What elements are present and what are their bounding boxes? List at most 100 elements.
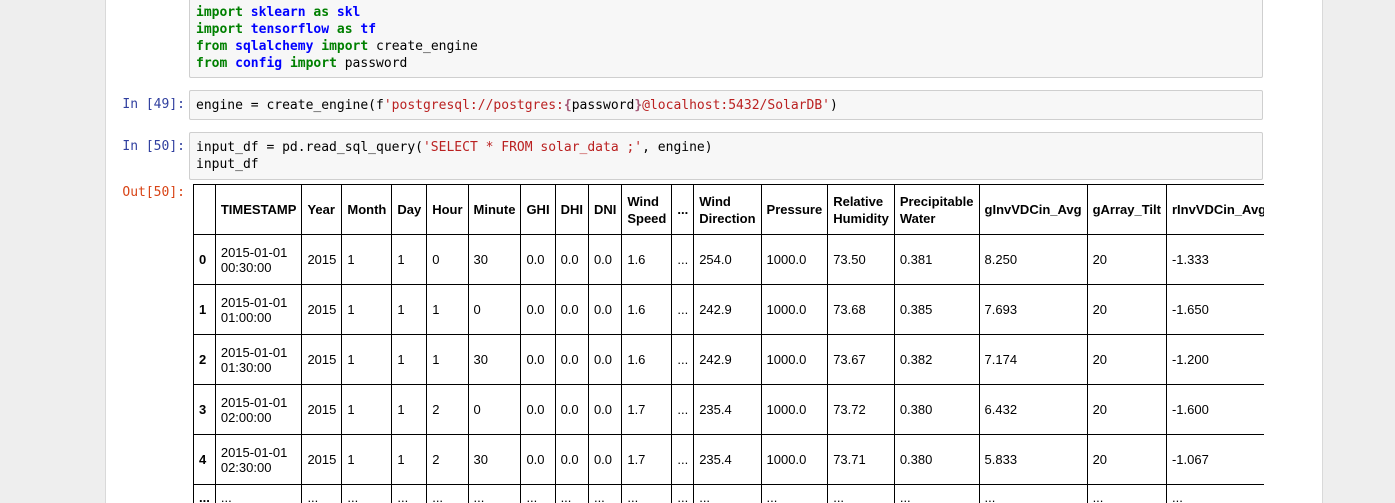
dataframe-table: TIMESTAMP Year Month Day Hour Minute GHI DHI DNI… bbox=[193, 184, 1264, 503]
table-cell: 1.6 bbox=[621, 334, 673, 385]
table-cell: 0 bbox=[467, 284, 522, 335]
table-cell: 1 bbox=[341, 234, 393, 285]
code-token bbox=[282, 56, 290, 71]
table-cell: 1 bbox=[391, 384, 428, 435]
code-token: config bbox=[235, 56, 283, 71]
table-cell: 30 bbox=[467, 334, 522, 385]
code-token: } bbox=[634, 98, 643, 113]
table-cell: 242.9 bbox=[693, 284, 762, 335]
column-header: Wind Direction bbox=[693, 184, 762, 235]
table-cell: 0.0 bbox=[520, 434, 556, 485]
code-token: engine = create_engine(f bbox=[196, 98, 384, 113]
table-cell: ... bbox=[426, 484, 469, 503]
code-token: input_df = pd.read_sql_query( bbox=[196, 140, 423, 155]
table-cell: 1000.0 bbox=[760, 234, 829, 285]
code-cell-50[interactable]: input_df = pd.read_sql_query('SELECT * F… bbox=[189, 132, 1263, 180]
table-cell: ... bbox=[671, 434, 695, 485]
table-cell: -1.067 bbox=[1165, 434, 1264, 485]
table-cell: 20 bbox=[1086, 234, 1167, 285]
table-cell: -1.333 bbox=[1165, 234, 1264, 285]
table-cell: 7.174 bbox=[978, 334, 1088, 385]
code-token: tf bbox=[360, 22, 377, 37]
table-cell: 1 bbox=[426, 284, 469, 335]
code-token: tensorflow bbox=[250, 22, 330, 37]
row-index: 2 bbox=[193, 334, 216, 385]
code-token: ) bbox=[829, 98, 838, 113]
table-cell: ... bbox=[621, 484, 673, 503]
table-cell: 2015-01-01 01:00:00 bbox=[214, 284, 303, 335]
table-cell: -1.600 bbox=[1165, 384, 1264, 435]
table-cell: -1.200 bbox=[1165, 334, 1264, 385]
row-index: 4 bbox=[193, 434, 216, 485]
table-cell: 1.6 bbox=[621, 284, 673, 335]
table-cell: 2015 bbox=[301, 334, 343, 385]
table-cell: ... bbox=[341, 484, 393, 503]
code-token: import bbox=[196, 5, 243, 20]
table-cell: 2015-01-01 00:30:00 bbox=[214, 234, 303, 285]
code-token: , engine) bbox=[642, 140, 713, 155]
table-cell: ... bbox=[1165, 484, 1264, 503]
table-cell: 0.0 bbox=[587, 234, 623, 285]
table-cell: ... bbox=[671, 384, 695, 435]
table-cell: 5.833 bbox=[978, 434, 1088, 485]
code-token: password bbox=[571, 98, 635, 113]
table-cell: 0.0 bbox=[587, 434, 623, 485]
code-line: from config import password bbox=[196, 55, 1256, 72]
table-cell: 0.0 bbox=[587, 334, 623, 385]
table-cell: ... bbox=[554, 484, 589, 503]
table-cell: ... bbox=[214, 484, 303, 503]
table-cell: ... bbox=[467, 484, 522, 503]
code-cell-49[interactable]: engine = create_engine(f'postgresql://po… bbox=[189, 90, 1263, 120]
row-index: 3 bbox=[193, 384, 216, 435]
table-cell: 73.50 bbox=[827, 234, 895, 285]
table-cell: 1 bbox=[341, 384, 393, 435]
table-cell: 0.381 bbox=[893, 234, 980, 285]
table-cell: 30 bbox=[467, 234, 522, 285]
code-line: import sklearn as skl bbox=[196, 4, 1256, 21]
table-cell: 1000.0 bbox=[760, 434, 829, 485]
table-cell: ... bbox=[671, 284, 695, 335]
table-row: 0 2015-01-01 00:30:00 2015 1 1 0 30 0.0 0.0 0.0 1.6… bbox=[193, 234, 1264, 285]
table-cell: 0.0 bbox=[520, 384, 556, 435]
table-cell: 1000.0 bbox=[760, 284, 829, 335]
code-token bbox=[243, 22, 251, 37]
table-cell: 1000.0 bbox=[760, 384, 829, 435]
column-header: GHI bbox=[520, 184, 556, 235]
table-cell: 0.0 bbox=[520, 234, 556, 285]
table-cell: 0.380 bbox=[893, 384, 980, 435]
code-token: import bbox=[321, 39, 369, 54]
table-cell: 0.0 bbox=[554, 234, 589, 285]
table-cell: 1 bbox=[391, 334, 428, 385]
dataframe-body: 0 2015-01-01 00:30:00 2015 1 1 0 30 0.0 0.0 0.0 1.6… bbox=[193, 234, 1264, 503]
column-header: Relative Humidity bbox=[827, 184, 895, 235]
dataframe-output[interactable]: TIMESTAMP Year Month Day Hour Minute GHI DHI DNI… bbox=[193, 184, 1264, 503]
code-token: 'SELECT * FROM solar_data ;' bbox=[422, 140, 643, 155]
table-cell: 1 bbox=[391, 234, 428, 285]
table-cell: 20 bbox=[1086, 284, 1167, 335]
column-header: Hour bbox=[426, 184, 469, 235]
code-cell-imports[interactable]: import sklearn as skl import tensorflow a… bbox=[189, 0, 1263, 78]
table-cell: 235.4 bbox=[693, 384, 762, 435]
row-index: 1 bbox=[193, 284, 216, 335]
code-token: create_engine bbox=[368, 39, 478, 54]
table-cell: 0.0 bbox=[587, 284, 623, 335]
code-token: as bbox=[336, 22, 353, 37]
table-cell: 0.0 bbox=[554, 334, 589, 385]
table-cell: 1 bbox=[391, 284, 428, 335]
table-cell: 1 bbox=[341, 284, 393, 335]
table-cell: ... bbox=[520, 484, 556, 503]
code-token: @localhost:5432/SolarDB' bbox=[642, 98, 830, 113]
column-header: DHI bbox=[554, 184, 589, 235]
table-cell: ... bbox=[827, 484, 895, 503]
table-cell: 20 bbox=[1086, 384, 1167, 435]
table-cell: 2015 bbox=[301, 284, 343, 335]
code-token bbox=[243, 5, 251, 20]
table-cell: 73.72 bbox=[827, 384, 895, 435]
table-cell: 1000.0 bbox=[760, 334, 829, 385]
index-header bbox=[193, 184, 216, 235]
table-cell: 0 bbox=[426, 234, 469, 285]
code-token bbox=[227, 56, 235, 71]
table-row: ........................................… bbox=[193, 484, 1264, 503]
table-cell: 0.0 bbox=[520, 334, 556, 385]
code-token: from bbox=[196, 39, 228, 54]
